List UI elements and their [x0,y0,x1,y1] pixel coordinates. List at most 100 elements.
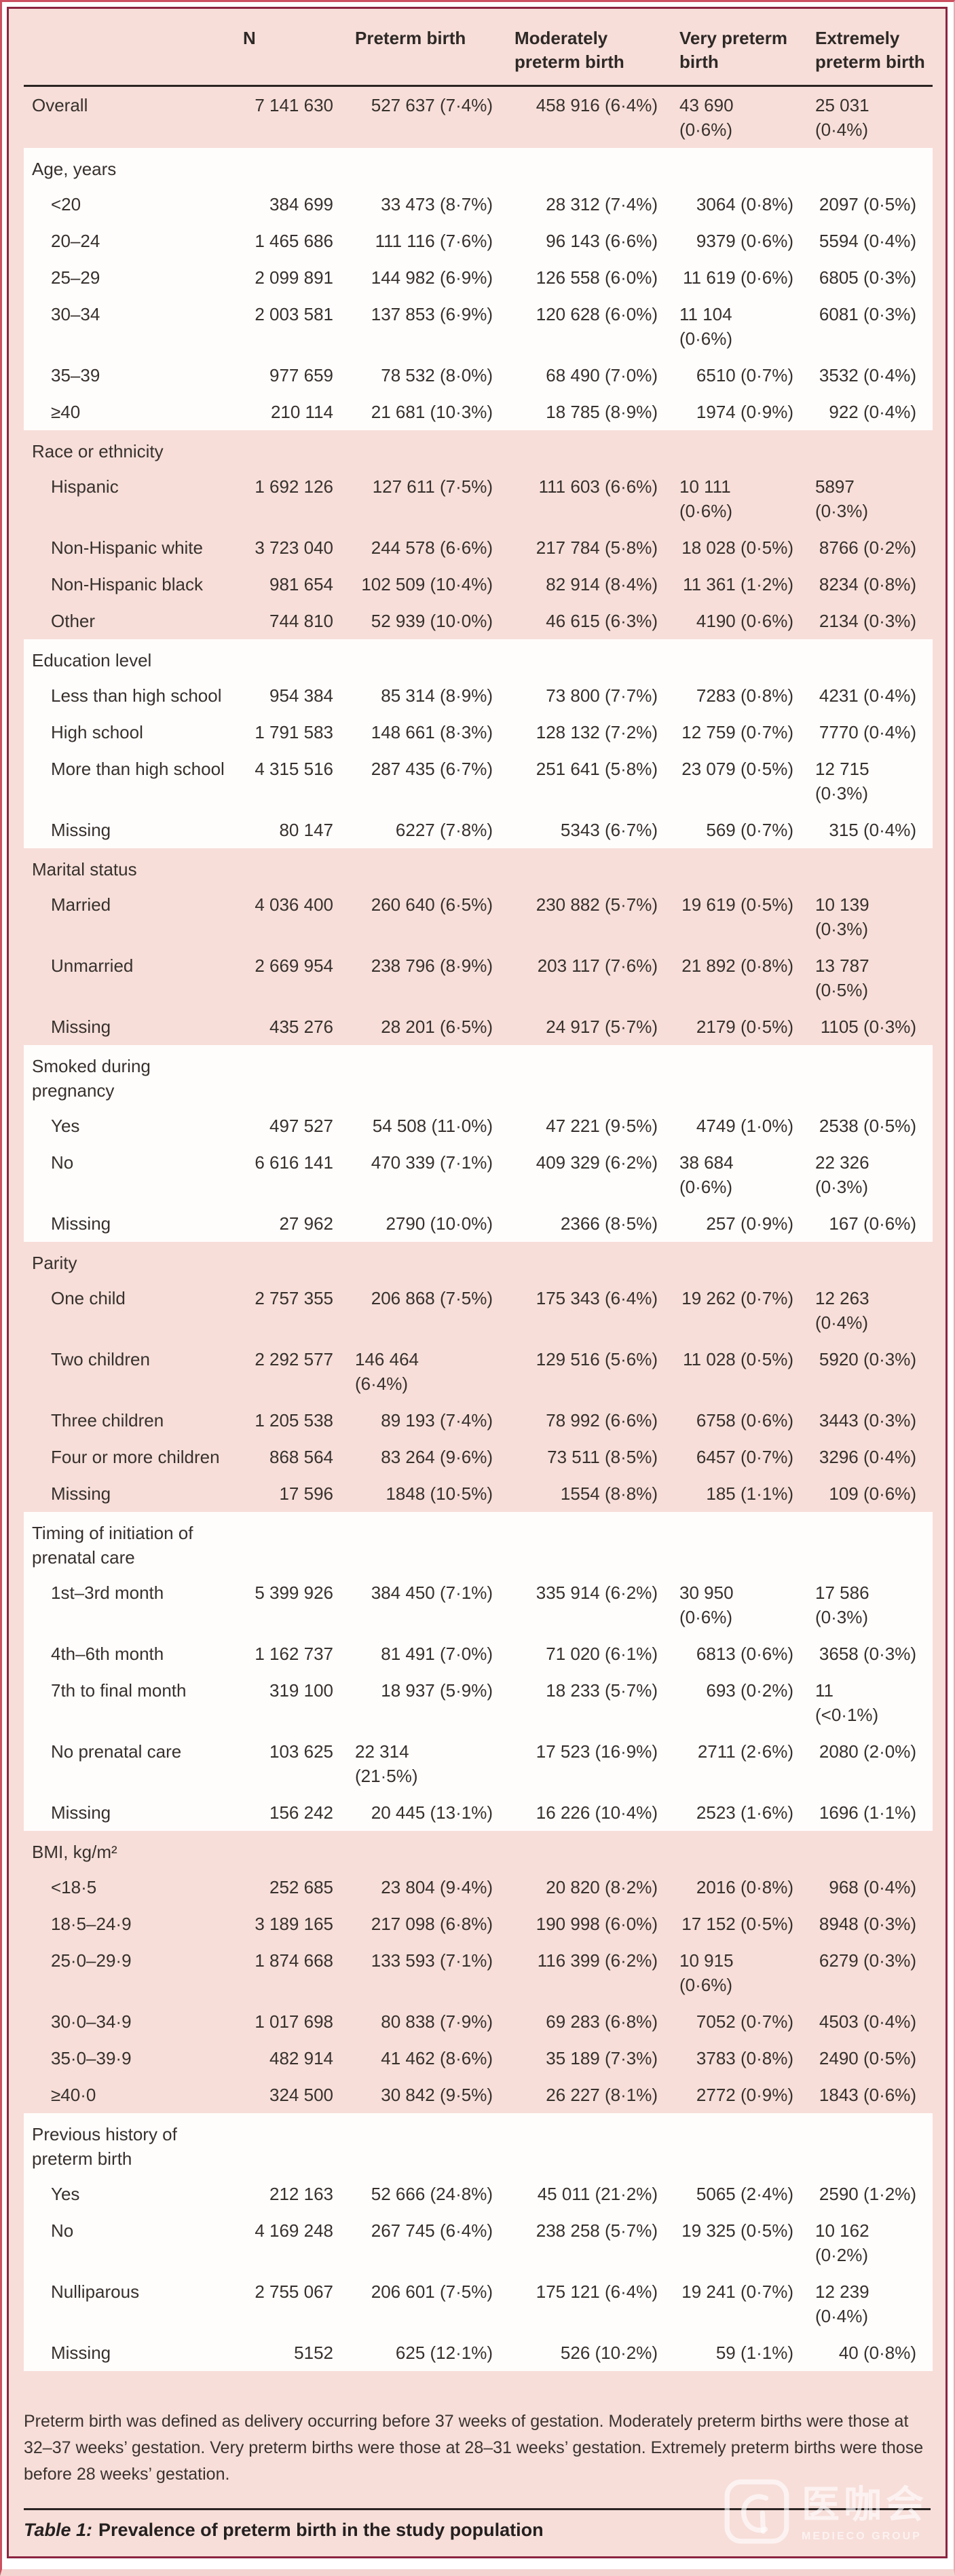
table-cell: 2772 (0·9%) [696,2085,793,2105]
table-cell: 6813 (0·6%) [674,1635,810,1672]
table-cell: 30 842 (9·5%) [381,2085,493,2105]
table-cell: 2016 (0·8%) [696,1877,793,1897]
table-cell: 2790 (10·0%) [350,1205,509,1242]
table-row: Missing 27 962 2790 (10·0%) 2366 (8·5%) 257 … [24,1205,933,1242]
table-cell: 244 578 (6·6%) [371,537,493,558]
table-cell: 38 684 (0·6%) [674,1144,810,1205]
table-row: Missing 5152 625 (12·1%) 526 (10·2%) 59 (1·1… [24,2334,933,2371]
row-label: 7th to final month [24,1672,238,1733]
table-cell: 5594 (0·4%) [810,223,933,259]
table-cell: 2080 (2·0%) [810,1733,933,1794]
table-cell: 1974 (0·9%) [674,394,810,430]
table-cell: 212 163 [238,2176,350,2212]
column-header-n: N [238,9,350,87]
table-cell: 7 141 630 [255,95,333,115]
table-cell: 80 838 (7·9%) [381,2011,493,2032]
table-cell: 1 205 538 [255,1410,333,1431]
table-cell: 977 659 [238,357,350,394]
table-row: Non-Hispanic white 3 723 040 244 578 (6·6%… [24,529,933,566]
table-cell: 16 226 (10·4%) [509,1794,674,1831]
table-cell: 13 787 (0·5%) [815,955,869,1000]
table-cell: 10 139 (0·3%) [815,894,869,939]
table-cell: 1 162 737 [238,1635,350,1672]
table-cell: 156 242 [238,1794,350,1831]
row-label: No prenatal care [24,1733,238,1794]
table-cell: 2 292 577 [255,1349,333,1369]
table-cell: 17 523 (16·9%) [509,1733,674,1794]
table-cell: 85 314 (8·9%) [350,677,509,714]
table-cell: 46 615 (6·3%) [546,611,658,631]
section-header-row: BMI, kg/m² [24,1831,933,1869]
row-label: 18·5–24·9 [51,1914,132,1934]
table-cell: 497 527 [238,1107,350,1144]
table-cell: 217 098 (6·8%) [371,1914,493,1934]
table-row: 30–34 2 003 581 137 853 (6·9%) 120 628 (6·0… [24,296,933,357]
table-cell: 2 757 355 [255,1288,333,1308]
table-cell: 69 283 (6·8%) [546,2011,658,2032]
preterm-birth-table: N Preterm birth Moderately preterm birth… [24,9,933,2371]
table-row: Three children 1 205 538 89 193 (7·4%) 78 9… [24,1402,933,1439]
table-cell: 527 637 (7·4%) [371,95,493,115]
section-title-text: Age, years [32,159,117,179]
table-cell: 175 343 (6·4%) [536,1288,658,1308]
row-label: 35–39 [24,357,238,394]
section-header-row: Previous history of preterm birth [24,2113,933,2176]
table-section: Overall 7 141 630 527 637 (7·4%) 458 916 (6… [24,86,933,149]
table-cell: 260 640 (6·5%) [371,894,493,915]
table-cell: 80 147 [238,812,350,848]
table-caption-title: Prevalence of preterm birth in the study… [98,2520,544,2540]
table-cell: 2134 (0·3%) [819,611,916,631]
table-cell: 23 804 (9·4%) [381,1877,493,1897]
table-cell: 384 450 (7·1%) [350,1574,509,1635]
table-cell: 11 028 (0·5%) [683,1349,793,1369]
table-row: Four or more children 868 564 83 264 (9·6%… [24,1439,933,1475]
table-cell: 18 785 (8·9%) [509,394,674,430]
table-section: Parity One child 2 757 355 206 868 (7·5%) 17… [24,1242,933,1512]
section-title: Parity [24,1242,933,1280]
table-cell: 251 641 (5·8%) [509,751,674,812]
table-cell: 5 399 926 [238,1574,350,1635]
table-cell: 3 189 165 [255,1914,333,1934]
table-cell: 10 111 (0·6%) [679,476,733,521]
table-cell: 4503 (0·4%) [819,2011,916,2032]
table-cell: 127 611 (7·5%) [372,476,493,497]
table-content: N Preterm birth Moderately preterm birth… [9,9,945,2553]
row-label: More than high school [24,751,238,812]
table-cell: 8766 (0·2%) [819,537,916,558]
row-label: <20 [24,186,238,223]
table-cell: 18 233 (5·7%) [509,1672,674,1733]
section-title-text: Marital status [32,859,137,879]
table-frame: N Preterm birth Moderately preterm birth… [7,7,948,2558]
row-label: Married [51,894,111,915]
table-cell: 4 169 248 [238,2212,350,2273]
table-cell: 12 263 (0·4%) [815,1288,869,1333]
section-title: Age, years [24,148,933,186]
table-cell: 17 586 (0·3%) [810,1574,933,1635]
table-cell: 6758 (0·6%) [696,1410,793,1431]
table-cell: 81 491 (7·0%) [350,1635,509,1672]
table-section: Education level Less than high school 954 … [24,639,933,848]
table-row: Missing 435 276 28 201 (6·5%) 24 917 (5·7%)… [24,1008,933,1045]
row-label: Yes [24,2176,238,2212]
table-row: Overall 7 141 630 527 637 (7·4%) 458 916 (6… [24,86,933,149]
section-header-row: Marital status [24,848,933,886]
table-cell: 2538 (0·5%) [810,1107,933,1144]
table-cell: 1 692 126 [255,476,333,497]
table-cell: 30 950 (0·6%) [674,1574,810,1635]
table-cell: 5897 (0·3%) [815,476,869,521]
table-footnote: Preterm birth was defined as delivery oc… [24,2412,924,2484]
table-cell: 470 339 (7·1%) [350,1144,509,1205]
table-cell: 11 361 (1·2%) [683,574,793,594]
table-cell: 9379 (0·6%) [674,223,810,259]
table-row: ≥40 210 114 21 681 (10·3%) 18 785 (8·9%) 197… [24,394,933,430]
table-cell: 148 661 (8·3%) [350,714,509,751]
table-cell: 2097 (0·5%) [810,186,933,223]
table-cell: 17 596 [279,1483,333,1504]
row-label: Non-Hispanic white [51,537,203,558]
table-cell: 19 262 (0·7%) [681,1288,793,1308]
table-cell: 238 796 (8·9%) [371,955,493,976]
section-title-text: BMI, kg/m² [32,1842,117,1862]
row-label: Nulliparous [24,2273,238,2334]
table-cell: 137 853 (6·9%) [350,296,509,357]
column-header-moderately-preterm: Moderately preterm birth [509,9,674,87]
